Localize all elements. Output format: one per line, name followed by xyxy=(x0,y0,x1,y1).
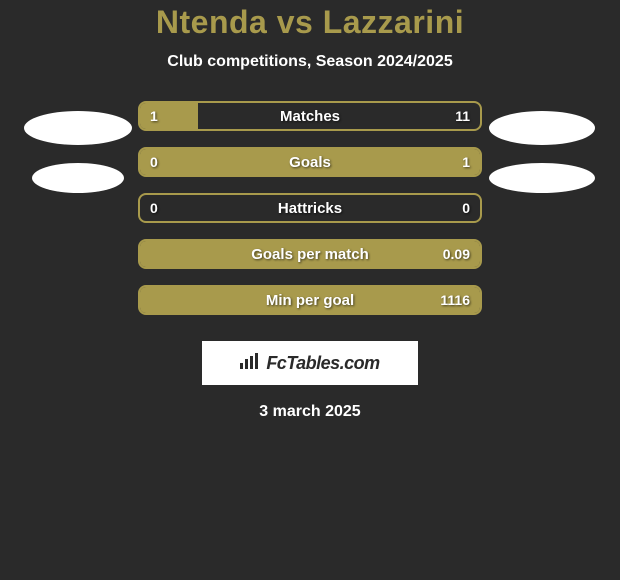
bars-column: 1 Matches 11 0 Goals 1 0 Hattricks 0 xyxy=(138,101,482,315)
right-team-disc-2 xyxy=(489,163,595,193)
logo-text: FcTables.com xyxy=(266,353,379,374)
right-disc-column xyxy=(482,101,602,211)
bar-fill-left xyxy=(140,103,198,129)
stat-label: Min per goal xyxy=(266,292,354,309)
left-team-disc-1 xyxy=(24,111,132,145)
stat-right-value: 1 xyxy=(462,154,470,170)
stat-row-goals-per-match: Goals per match 0.09 xyxy=(138,239,482,269)
stat-row-goals: 0 Goals 1 xyxy=(138,147,482,177)
right-team-disc-1 xyxy=(489,111,595,145)
stat-row-hattricks: 0 Hattricks 0 xyxy=(138,193,482,223)
subtitle: Club competitions, Season 2024/2025 xyxy=(167,53,452,71)
page-title: Ntenda vs Lazzarini xyxy=(156,4,464,41)
stat-label: Goals per match xyxy=(251,246,369,263)
stat-left-value: 0 xyxy=(150,154,158,170)
stat-right-value: 1116 xyxy=(440,292,470,308)
date-label: 3 march 2025 xyxy=(259,403,360,421)
stat-right-value: 0.09 xyxy=(443,246,470,262)
stat-left-value: 1 xyxy=(150,108,158,124)
left-disc-column xyxy=(18,101,138,211)
stats-area: 1 Matches 11 0 Goals 1 0 Hattricks 0 xyxy=(0,101,620,315)
chart-icon xyxy=(240,353,260,374)
stat-label: Goals xyxy=(289,154,331,171)
fctables-logo-link[interactable]: FcTables.com xyxy=(202,341,418,385)
stat-label: Hattricks xyxy=(278,200,342,217)
stat-row-matches: 1 Matches 11 xyxy=(138,101,482,131)
comparison-container: Ntenda vs Lazzarini Club competitions, S… xyxy=(0,0,620,421)
stat-row-min-per-goal: Min per goal 1116 xyxy=(138,285,482,315)
stat-left-value: 0 xyxy=(150,200,158,216)
stat-right-value: 11 xyxy=(455,108,470,124)
stat-right-value: 0 xyxy=(462,200,470,216)
left-team-disc-2 xyxy=(32,163,124,193)
stat-label: Matches xyxy=(280,108,340,125)
